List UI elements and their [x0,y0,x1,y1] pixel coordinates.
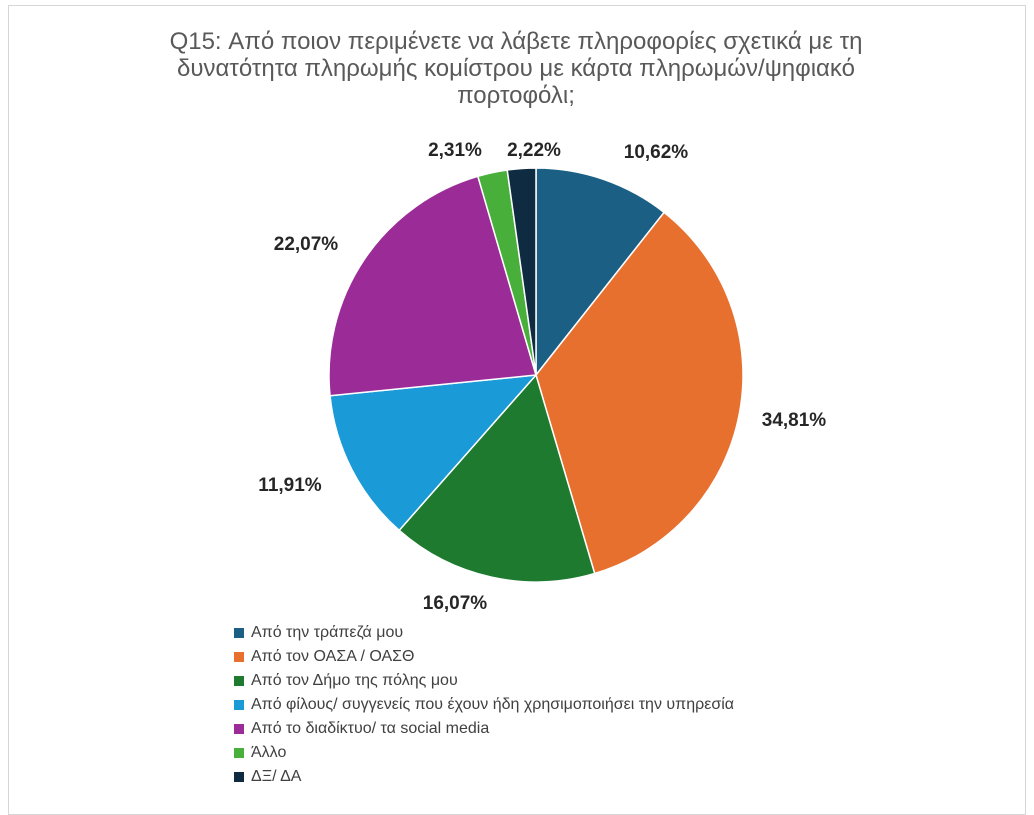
data-label-friends: 11,91% [258,475,321,496]
legend-swatch [234,772,244,782]
legend-item-dk-na: ΔΞ/ ΔΑ [234,765,734,789]
data-label-bank: 10,62% [624,142,689,163]
legend-swatch [234,676,244,686]
legend-label: Από τον ΟΑΣΑ / ΟΑΣΘ [251,648,415,665]
legend-item-municipality: Από τον Δήμο της πόλης μου [234,669,734,693]
legend-label: Από την τράπεζά μου [251,624,404,641]
legend-label: Από φίλους/ συγγενείς που έχουν ήδη χρησ… [251,696,734,713]
legend-swatch [234,748,244,758]
legend-swatch [234,700,244,710]
chart-title-line: πορτοφόλι; [457,82,575,109]
pie-slice-bank [535,167,666,378]
pie-slice-internet [328,175,537,397]
pie-slice-dk-na [506,167,537,376]
legend-label: ΔΞ/ ΔΑ [251,768,302,785]
chart-title-line: Q15: Από ποιον περιμένετε να λάβετε πληρ… [169,28,863,55]
legend-swatch [234,652,244,662]
legend-item-bank: Από την τράπεζά μου [234,621,734,645]
pie-slices [328,167,744,583]
data-label-internet: 22,07% [274,234,339,255]
pie-slice-oasa [535,211,744,575]
legend-label: Άλλο [251,744,287,761]
legend-swatch [234,628,244,638]
legend-label: Από το διαδίκτυο/ τα social media [251,720,490,737]
legend-label: Από τον Δήμο της πόλης μου [251,672,458,689]
chart-legend: Από την τράπεζά μου Από τον ΟΑΣΑ / ΟΑΣΘ Απ… [234,621,734,789]
pie-data-labels: 10,62% 34,81% 16,07% 11,91% 22,07% 2,31% 2,22% [258,140,826,614]
legend-item-oasa: Από τον ΟΑΣΑ / ΟΑΣΘ [234,645,734,669]
legend-item-friends: Από φίλους/ συγγενείς που έχουν ήδη χρησ… [234,693,734,717]
chart-title-line: δυνατότητα πληρωμής κομίστρου με κάρτα π… [177,55,855,82]
chart-title: Q15: Από ποιον περιμένετε να λάβετε πληρ… [120,28,912,109]
legend-item-other: Άλλο [234,741,734,765]
pie-slice-municipality [398,373,596,583]
data-label-other: 2,31% [428,140,482,161]
data-label-oasa: 34,81% [762,410,827,431]
pie-slice-friends [329,374,538,532]
data-label-dk-na: 2,22% [507,140,561,161]
legend-item-internet: Από το διαδίκτυο/ τα social media [234,717,734,741]
data-label-municipality: 16,07% [423,593,488,614]
legend-swatch [234,724,244,734]
